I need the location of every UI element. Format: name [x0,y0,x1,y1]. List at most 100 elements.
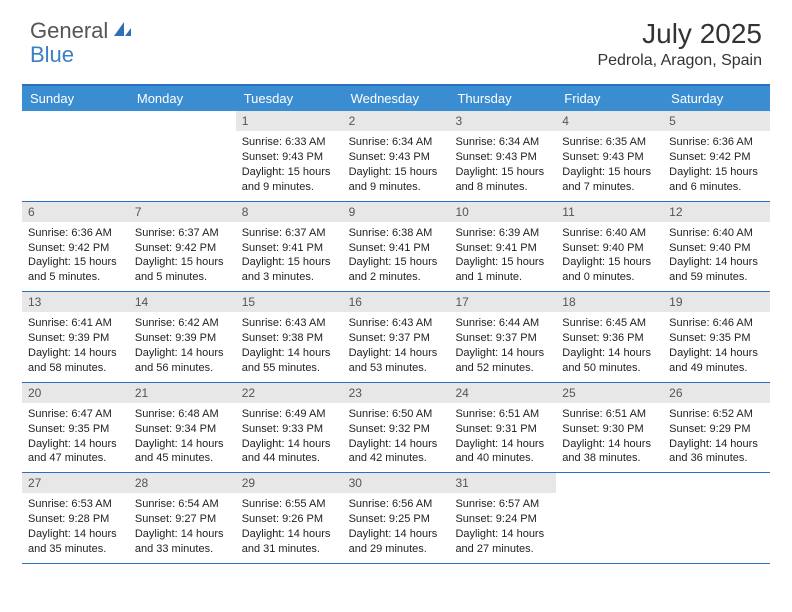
day-header-row: SundayMondayTuesdayWednesdayThursdayFrid… [22,86,770,111]
sunset-text: Sunset: 9:39 PM [135,331,230,346]
daylight-text: Daylight: 15 hours and 6 minutes. [669,165,764,195]
title-block: July 2025 Pedrola, Aragon, Spain [597,18,762,70]
day-number: 16 [343,292,450,312]
daylight-text: Daylight: 14 hours and 52 minutes. [455,346,550,376]
daylight-text: Daylight: 14 hours and 27 minutes. [455,527,550,557]
cell-body: Sunrise: 6:37 AMSunset: 9:42 PMDaylight:… [129,224,236,291]
cell-body: Sunrise: 6:52 AMSunset: 9:29 PMDaylight:… [663,405,770,472]
day-header: Friday [556,86,663,111]
calendar-cell: 29Sunrise: 6:55 AMSunset: 9:26 PMDayligh… [236,473,343,563]
sunset-text: Sunset: 9:41 PM [242,241,337,256]
calendar-cell: 6Sunrise: 6:36 AMSunset: 9:42 PMDaylight… [22,202,129,292]
calendar-cell [663,473,770,563]
sunset-text: Sunset: 9:38 PM [242,331,337,346]
daylight-text: Daylight: 15 hours and 2 minutes. [349,255,444,285]
day-number: 7 [129,202,236,222]
sunrise-text: Sunrise: 6:33 AM [242,135,337,150]
day-number: 1 [236,111,343,131]
daylight-text: Daylight: 14 hours and 44 minutes. [242,437,337,467]
calendar-cell: 31Sunrise: 6:57 AMSunset: 9:24 PMDayligh… [449,473,556,563]
calendar-cell: 21Sunrise: 6:48 AMSunset: 9:34 PMDayligh… [129,383,236,473]
calendar-cell: 16Sunrise: 6:43 AMSunset: 9:37 PMDayligh… [343,292,450,382]
daylight-text: Daylight: 14 hours and 33 minutes. [135,527,230,557]
calendar-cell: 10Sunrise: 6:39 AMSunset: 9:41 PMDayligh… [449,202,556,292]
calendar-cell: 27Sunrise: 6:53 AMSunset: 9:28 PMDayligh… [22,473,129,563]
sunrise-text: Sunrise: 6:45 AM [562,316,657,331]
day-number: 13 [22,292,129,312]
calendar-cell [22,111,129,201]
sunset-text: Sunset: 9:33 PM [242,422,337,437]
daylight-text: Daylight: 14 hours and 36 minutes. [669,437,764,467]
calendar-cell: 12Sunrise: 6:40 AMSunset: 9:40 PMDayligh… [663,202,770,292]
calendar-cell: 1Sunrise: 6:33 AMSunset: 9:43 PMDaylight… [236,111,343,201]
sunrise-text: Sunrise: 6:53 AM [28,497,123,512]
day-number: 8 [236,202,343,222]
day-number: 18 [556,292,663,312]
cell-body: Sunrise: 6:51 AMSunset: 9:30 PMDaylight:… [556,405,663,472]
calendar-cell: 8Sunrise: 6:37 AMSunset: 9:41 PMDaylight… [236,202,343,292]
sunrise-text: Sunrise: 6:51 AM [562,407,657,422]
brand-part2-wrap: Blue [30,42,74,68]
cell-body: Sunrise: 6:51 AMSunset: 9:31 PMDaylight:… [449,405,556,472]
daylight-text: Daylight: 14 hours and 42 minutes. [349,437,444,467]
calendar-cell: 20Sunrise: 6:47 AMSunset: 9:35 PMDayligh… [22,383,129,473]
calendar-cell: 5 Sunrise: 6:36 AMSunset: 9:42 PMDaylight… [663,111,770,201]
sunrise-text: Sunrise: 6:36 AM [669,135,764,150]
daylight-text: Daylight: 14 hours and 50 minutes. [562,346,657,376]
cell-body: Sunrise: 6:35 AMSunset: 9:43 PMDaylight:… [556,133,663,200]
cell-body: Sunrise: 6:40 AMSunset: 9:40 PMDaylight:… [663,224,770,291]
weeks-container: 1Sunrise: 6:33 AMSunset: 9:43 PMDaylight… [22,111,770,564]
sunset-text: Sunset: 9:25 PM [349,512,444,527]
sunset-text: Sunset: 9:43 PM [349,150,444,165]
sunset-text: Sunset: 9:37 PM [349,331,444,346]
week-row: 6Sunrise: 6:36 AMSunset: 9:42 PMDaylight… [22,202,770,293]
header: General July 2025 Pedrola, Aragon, Spain [0,0,792,78]
cell-body: Sunrise: 6:56 AMSunset: 9:25 PMDaylight:… [343,495,450,562]
cell-body: Sunrise: 6:37 AMSunset: 9:41 PMDaylight:… [236,224,343,291]
day-header: Saturday [663,86,770,111]
sunset-text: Sunset: 9:43 PM [242,150,337,165]
day-number: 6 [22,202,129,222]
cell-body: Sunrise: 6:46 AMSunset: 9:35 PMDaylight:… [663,314,770,381]
sunrise-text: Sunrise: 6:46 AM [669,316,764,331]
sunset-text: Sunset: 9:24 PM [455,512,550,527]
sunrise-text: Sunrise: 6:43 AM [349,316,444,331]
cell-body: Sunrise: 6:34 AMSunset: 9:43 PMDaylight:… [343,133,450,200]
calendar-cell: 26Sunrise: 6:52 AMSunset: 9:29 PMDayligh… [663,383,770,473]
day-number: 2 [343,111,450,131]
sunset-text: Sunset: 9:39 PM [28,331,123,346]
cell-body: Sunrise: 6:34 AMSunset: 9:43 PMDaylight:… [449,133,556,200]
day-number: 28 [129,473,236,493]
cell-body: Sunrise: 6:36 AMSunset: 9:42 PMDaylight:… [22,224,129,291]
sunrise-text: Sunrise: 6:56 AM [349,497,444,512]
daylight-text: Daylight: 14 hours and 49 minutes. [669,346,764,376]
day-number: 3 [449,111,556,131]
day-number: 12 [663,202,770,222]
day-number: 19 [663,292,770,312]
calendar-cell: 18Sunrise: 6:45 AMSunset: 9:36 PMDayligh… [556,292,663,382]
day-header: Tuesday [236,86,343,111]
sunrise-text: Sunrise: 6:44 AM [455,316,550,331]
day-number: 14 [129,292,236,312]
calendar-cell: 17Sunrise: 6:44 AMSunset: 9:37 PMDayligh… [449,292,556,382]
week-row: 13Sunrise: 6:41 AMSunset: 9:39 PMDayligh… [22,292,770,383]
sunset-text: Sunset: 9:42 PM [669,150,764,165]
day-number: 5 [663,111,770,131]
calendar-cell: 23Sunrise: 6:50 AMSunset: 9:32 PMDayligh… [343,383,450,473]
calendar-cell [129,111,236,201]
day-number: 20 [22,383,129,403]
cell-body: Sunrise: 6:43 AMSunset: 9:38 PMDaylight:… [236,314,343,381]
day-number: 10 [449,202,556,222]
sunrise-text: Sunrise: 6:54 AM [135,497,230,512]
cell-body: Sunrise: 6:53 AMSunset: 9:28 PMDaylight:… [22,495,129,562]
cell-body: Sunrise: 6:50 AMSunset: 9:32 PMDaylight:… [343,405,450,472]
sunrise-text: Sunrise: 6:52 AM [669,407,764,422]
daylight-text: Daylight: 14 hours and 56 minutes. [135,346,230,376]
sunrise-text: Sunrise: 6:50 AM [349,407,444,422]
brand-logo: General [30,18,134,44]
calendar-cell: 19Sunrise: 6:46 AMSunset: 9:35 PMDayligh… [663,292,770,382]
sunrise-text: Sunrise: 6:39 AM [455,226,550,241]
day-number: 24 [449,383,556,403]
calendar-cell: 14Sunrise: 6:42 AMSunset: 9:39 PMDayligh… [129,292,236,382]
calendar-cell: 28Sunrise: 6:54 AMSunset: 9:27 PMDayligh… [129,473,236,563]
